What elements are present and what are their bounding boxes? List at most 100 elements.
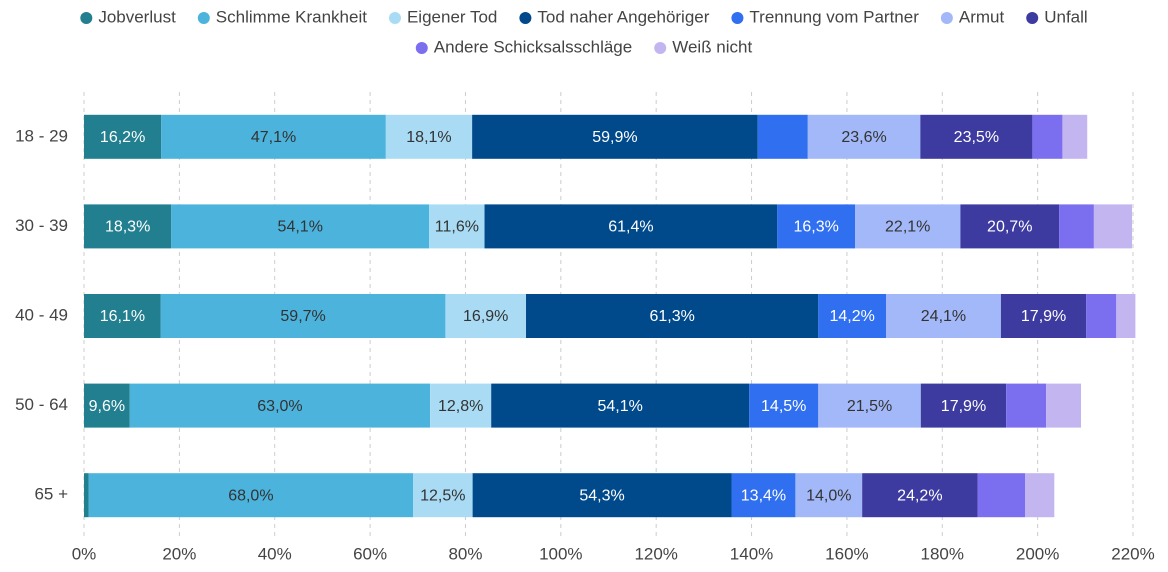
bar-segment [757, 114, 808, 159]
data-label: 59,7% [280, 308, 325, 325]
bar-segment [129, 383, 431, 428]
bar-segment [862, 473, 978, 518]
bar-segment [1046, 383, 1082, 428]
data-label: 61,4% [608, 219, 653, 236]
legend-item: Andere Schicksalsschläge [415, 37, 632, 56]
x-tick-label: 180% [921, 544, 964, 563]
bar-segment [171, 204, 430, 249]
legend-item: Schlimme Krankheit [197, 7, 367, 26]
data-label: 16,9% [463, 308, 508, 325]
legend-swatch [80, 12, 93, 24]
legend-label: Armut [959, 7, 1005, 26]
legend-label: Weiß nicht [672, 37, 752, 56]
x-tick-label: 140% [730, 544, 773, 563]
bar-segment [1093, 204, 1133, 249]
bar-segment [161, 114, 386, 159]
x-tick-label: 60% [353, 544, 387, 563]
bar-segment [731, 473, 796, 518]
legend-item: Eigener Tod [388, 7, 497, 26]
x-tick-label: 20% [162, 544, 196, 563]
data-label: 54,1% [597, 398, 642, 415]
bar-segment [445, 294, 527, 338]
data-label: 18,1% [406, 129, 451, 146]
legend-item: Trennung vom Partner [731, 7, 919, 26]
data-label: 17,9% [941, 398, 986, 415]
data-label: 17,9% [1021, 308, 1066, 325]
bar-segment [84, 294, 161, 338]
legend-label: Andere Schicksalsschläge [434, 37, 632, 56]
legend-swatch [654, 42, 667, 54]
legend-item: Weiß nicht [654, 37, 752, 56]
bar-segment [795, 473, 863, 518]
bar-segment [749, 383, 819, 428]
bar-segment [1025, 473, 1055, 518]
legend-label: Eigener Tod [407, 7, 497, 26]
data-label: 13,4% [741, 487, 786, 504]
data-label: 59,9% [592, 129, 637, 146]
bar-segment [807, 114, 921, 159]
legend-label: Tod naher Angehöriger [537, 7, 709, 26]
x-tick-label: 40% [258, 544, 292, 563]
data-label: 23,5% [954, 129, 999, 146]
legend-label: Schlimme Krankheit [216, 7, 367, 26]
data-label: 23,6% [841, 129, 886, 146]
legend-swatch [197, 12, 210, 24]
bar-segment [430, 383, 492, 428]
data-label: 21,5% [847, 398, 892, 415]
bar-segment [777, 204, 856, 249]
x-tick-label: 0% [72, 544, 97, 563]
bar-segment [84, 204, 172, 249]
x-tick-label: 120% [634, 544, 677, 563]
data-label: 16,3% [793, 219, 838, 236]
legend-item: Jobverlust [80, 7, 176, 26]
legend-item: Unfall [1026, 7, 1088, 26]
data-label: 24,2% [897, 487, 942, 504]
data-label: 14,5% [761, 398, 806, 415]
data-label: 16,1% [100, 308, 145, 325]
legend-swatch [415, 42, 428, 54]
x-tick-label: 100% [539, 544, 582, 563]
bar-segment [1086, 294, 1117, 338]
x-tick-label: 160% [825, 544, 868, 563]
bar-segment [1032, 114, 1063, 159]
data-label: 14,2% [829, 308, 874, 325]
data-label: 20,7% [987, 219, 1032, 236]
bar-segment [1116, 294, 1136, 338]
bar-segment [491, 383, 750, 428]
y-tick-label: 65 + [34, 485, 68, 504]
bar-segment [160, 294, 446, 338]
legend-swatch [1026, 12, 1039, 24]
data-label: 18,3% [105, 219, 150, 236]
legend-label: Jobverlust [98, 7, 176, 26]
data-label: 68,0% [228, 487, 273, 504]
data-label: 14,0% [806, 487, 851, 504]
legend-swatch [731, 12, 744, 24]
legend-swatch [388, 12, 401, 24]
bar-segment [1000, 294, 1087, 338]
bar-segment [818, 383, 921, 428]
data-label: 9,6% [89, 398, 125, 415]
data-label: 16,2% [100, 129, 145, 146]
bar-segment [960, 204, 1060, 249]
bar-segment [84, 473, 89, 518]
bar-segment [385, 114, 473, 159]
bar-segment [484, 204, 778, 249]
bar-segment [1006, 383, 1047, 428]
legend-item: Tod naher Angehöriger [519, 7, 710, 26]
data-label: 61,3% [649, 308, 694, 325]
bar-segment [818, 294, 887, 338]
x-tick-label: 220% [1111, 544, 1154, 563]
legend-label: Unfall [1044, 7, 1087, 26]
data-label: 22,1% [885, 219, 930, 236]
y-tick-label: 50 - 64 [15, 395, 68, 414]
bar-segment [429, 204, 485, 249]
data-label: 12,5% [420, 487, 465, 504]
bar-segment [855, 204, 961, 249]
x-tick-label: 80% [448, 544, 482, 563]
data-label: 12,8% [438, 398, 483, 415]
bar-segment [920, 383, 1007, 428]
y-tick-label: 30 - 39 [15, 216, 68, 235]
bar-segment [413, 473, 473, 518]
bar-segment [526, 294, 819, 338]
data-label: 24,1% [921, 308, 966, 325]
